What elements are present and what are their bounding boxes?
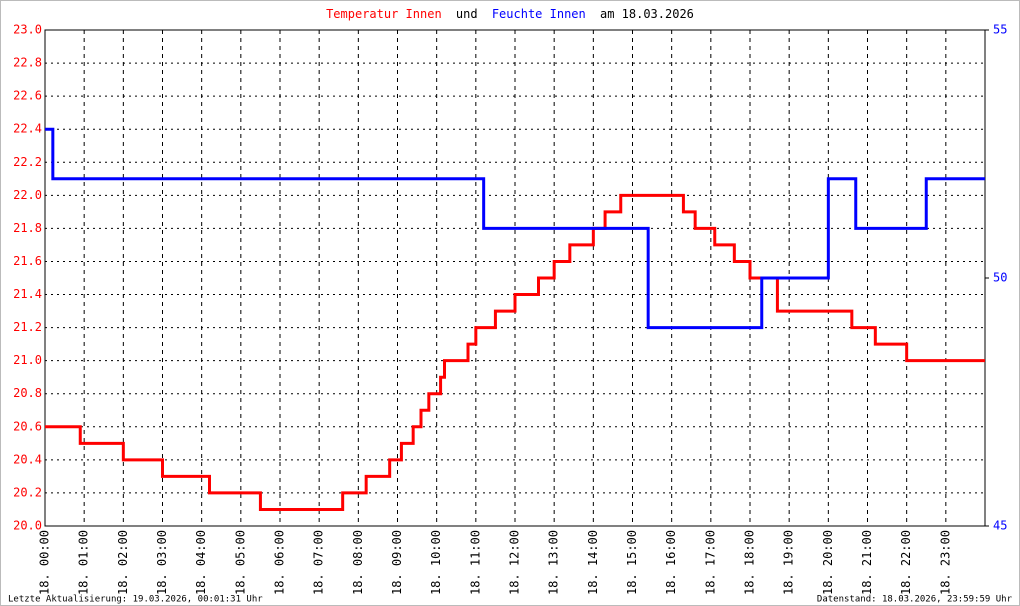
footer-right: Datenstand: 18.03.2026, 23:59:59 Uhr: [817, 595, 1013, 605]
title-series-1: Temperatur Innen: [326, 7, 442, 21]
x-tick-label: 18. 01:00: [77, 530, 91, 595]
x-tick-label: 18. 06:00: [273, 530, 287, 595]
y2-tick-label: 45: [993, 519, 1007, 533]
x-tick-label: 18. 07:00: [312, 530, 326, 595]
y2-tick-label: 50: [993, 271, 1007, 285]
y2-tick-label: 55: [993, 23, 1007, 37]
y-tick-label: 22.0: [13, 188, 42, 202]
y-tick-label: 22.4: [13, 122, 42, 136]
y-tick-label: 21.6: [13, 254, 42, 268]
x-tick-label: 18. 15:00: [625, 530, 639, 595]
y-tick-label: 21.4: [13, 287, 42, 301]
series-line: [45, 127, 985, 330]
x-tick-label: 18. 10:00: [429, 530, 443, 595]
y-tick-label: 22.6: [13, 89, 42, 103]
y-tick-label: 20.8: [13, 386, 42, 400]
y-tick-label: 20.0: [13, 519, 42, 533]
x-tick-label: 18. 23:00: [938, 530, 952, 595]
x-tick-label: 18. 16:00: [664, 530, 678, 595]
x-tick-label: 18. 09:00: [390, 530, 404, 595]
x-tick-label: 18. 22:00: [899, 530, 913, 595]
x-tick-label: 18. 19:00: [782, 530, 796, 595]
footer-left: Letzte Aktualisierung: 19.03.2026, 00:01…: [8, 595, 263, 605]
y-tick-label: 22.8: [13, 56, 42, 70]
x-tick-label: 18. 12:00: [508, 530, 522, 595]
x-tick-label: 18. 18:00: [743, 530, 757, 595]
y-tick-label: 21.0: [13, 353, 42, 367]
x-tick-label: 18. 13:00: [547, 530, 561, 595]
x-tick-label: 18. 00:00: [38, 530, 52, 595]
y-tick-label: 20.2: [13, 485, 42, 499]
x-tick-label: 18. 20:00: [821, 530, 835, 595]
x-tick-label: 18. 05:00: [233, 530, 247, 595]
title-connector: und: [456, 7, 478, 21]
x-tick-label: 18. 08:00: [351, 530, 365, 595]
y-tick-label: 23.0: [13, 23, 42, 37]
y-tick-label: 21.8: [13, 221, 42, 235]
x-tick-label: 18. 21:00: [860, 530, 874, 595]
chart-title: Temperatur Innen und Feuchte Innen am 18…: [326, 7, 694, 21]
x-tick-label: 18. 03:00: [155, 530, 169, 595]
x-tick-label: 18. 11:00: [468, 530, 482, 595]
x-tick-label: 18. 02:00: [116, 530, 130, 595]
y-tick-label: 22.2: [13, 155, 42, 169]
y-tick-label: 20.4: [13, 452, 42, 466]
x-tick-label: 18. 14:00: [586, 530, 600, 595]
y-tick-label: 21.2: [13, 320, 42, 334]
y-tick-label: 20.6: [13, 419, 42, 433]
series-line: [45, 193, 985, 511]
plot-frame: [44, 29, 986, 527]
x-tick-label: 18. 17:00: [703, 530, 717, 595]
title-suffix: am 18.03.2026: [600, 7, 694, 21]
x-tick-label: 18. 04:00: [194, 530, 208, 595]
title-series-2: Feuchte Innen: [492, 7, 586, 21]
